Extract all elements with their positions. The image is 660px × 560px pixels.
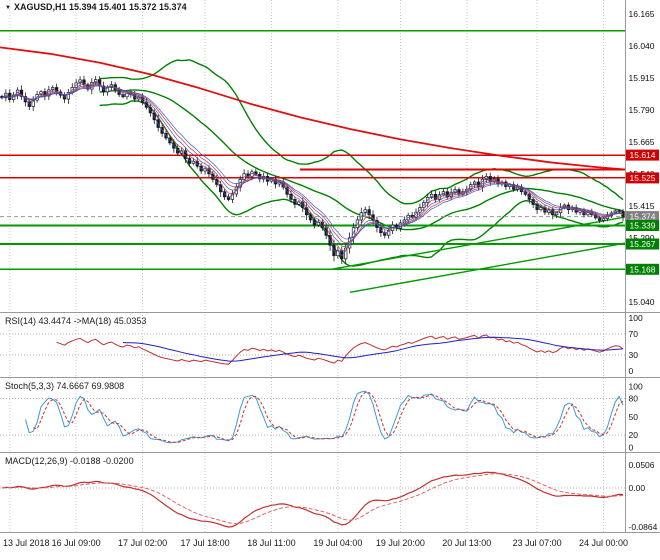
svg-text:100: 100	[629, 381, 643, 391]
svg-text:16.040: 16.040	[629, 41, 655, 51]
svg-text:50: 50	[629, 412, 639, 422]
time-label: 23 Jul 07:00	[512, 538, 562, 548]
price-marker	[626, 149, 659, 161]
svg-text:15.790: 15.790	[629, 105, 655, 115]
svg-text:15.290: 15.290	[629, 233, 655, 243]
symbol-title: XAGUSD,H1 15.394 15.401 15.372 15.374	[13, 2, 187, 12]
svg-text:0.00: 0.00	[629, 483, 646, 493]
symbol-marker-icon: ▼	[5, 5, 11, 11]
stoch-layer	[0, 390, 625, 444]
svg-text:15.525: 15.525	[630, 173, 656, 183]
time-label: 19 Jul 04:00	[313, 538, 363, 548]
macd-layer	[0, 471, 625, 528]
time-label: 20 Jul 13:00	[442, 538, 492, 548]
price-marker	[626, 211, 659, 223]
panel-separators	[0, 0, 660, 533]
svg-text:0: 0	[629, 442, 634, 452]
svg-text:15.267: 15.267	[630, 239, 656, 249]
price-marker	[626, 238, 659, 250]
svg-text:15.665: 15.665	[629, 137, 655, 147]
time-label: 17 Jul 02:00	[118, 538, 168, 548]
time-label: 13 Jul 2018	[3, 538, 50, 548]
overlay-layer	[0, 29, 626, 293]
svg-text:0: 0	[629, 366, 634, 376]
svg-text:15.614: 15.614	[630, 150, 656, 160]
svg-text:-0.0864: -0.0864	[629, 522, 658, 532]
svg-text:100: 100	[629, 313, 643, 323]
time-label: 18 Jul 11:00	[247, 538, 296, 548]
time-axis: 13 Jul 2018 16 Jul 09:00 17 Jul 02:00 17 Ju…	[0, 538, 660, 554]
stoch-indicator-label: Stoch(5,3,3) 74.6667 69.9808	[5, 381, 125, 391]
svg-text:15.415: 15.415	[629, 201, 655, 211]
rsi-indicator-label: RSI(14) 43.4474 ->MA(18) 45.0353	[5, 316, 147, 326]
time-label: 19 Jul 20:00	[375, 538, 425, 548]
ma-fan-layer	[1, 80, 624, 257]
svg-text:15.040: 15.040	[629, 297, 655, 307]
svg-text:15.374: 15.374	[630, 212, 656, 222]
svg-text:15.915: 15.915	[629, 73, 655, 83]
time-label: 17 Jul 18:00	[180, 538, 230, 548]
time-label: 24 Jul 00:00	[578, 538, 629, 548]
macd-indicator-label: MACD(12,26,9) -0.0188 -0.0200	[5, 456, 134, 466]
svg-text:20: 20	[629, 430, 639, 440]
price-marker	[626, 220, 659, 231]
price-marker	[626, 263, 659, 275]
svg-text:70: 70	[629, 329, 639, 339]
time-label: 16 Jul 09:00	[51, 538, 101, 548]
svg-text:80: 80	[629, 394, 639, 404]
svg-text:30: 30	[629, 350, 639, 360]
price-marker	[626, 172, 659, 184]
svg-text:16.165: 16.165	[629, 9, 655, 19]
svg-text:15.168: 15.168	[630, 264, 656, 274]
rsi-layer	[0, 333, 625, 365]
svg-text:0.0506: 0.0506	[629, 460, 655, 470]
svg-text:15.339: 15.339	[630, 221, 656, 231]
symbol-header: ▼ XAGUSD,H1 15.394 15.401 15.372 15.374	[5, 2, 187, 14]
